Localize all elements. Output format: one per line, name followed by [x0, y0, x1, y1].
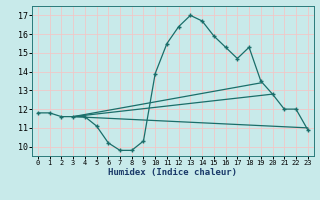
X-axis label: Humidex (Indice chaleur): Humidex (Indice chaleur)	[108, 168, 237, 177]
